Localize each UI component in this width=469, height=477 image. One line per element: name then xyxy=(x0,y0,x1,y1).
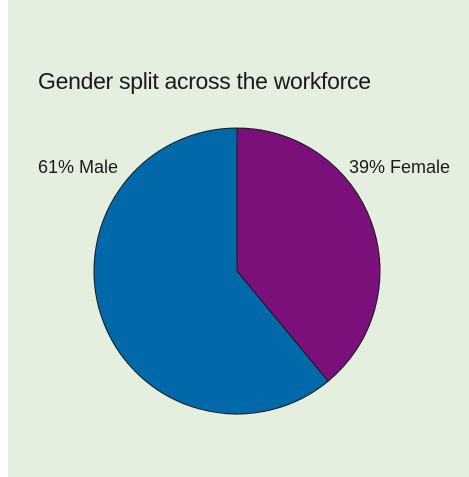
slice-label-female: 39% Female xyxy=(349,157,450,177)
pie-slice-female xyxy=(236,127,381,382)
slice-label-male: 61% Male xyxy=(38,157,118,177)
pie-slice-male xyxy=(93,127,329,415)
chart-title: Gender split across the workforce xyxy=(38,68,371,94)
